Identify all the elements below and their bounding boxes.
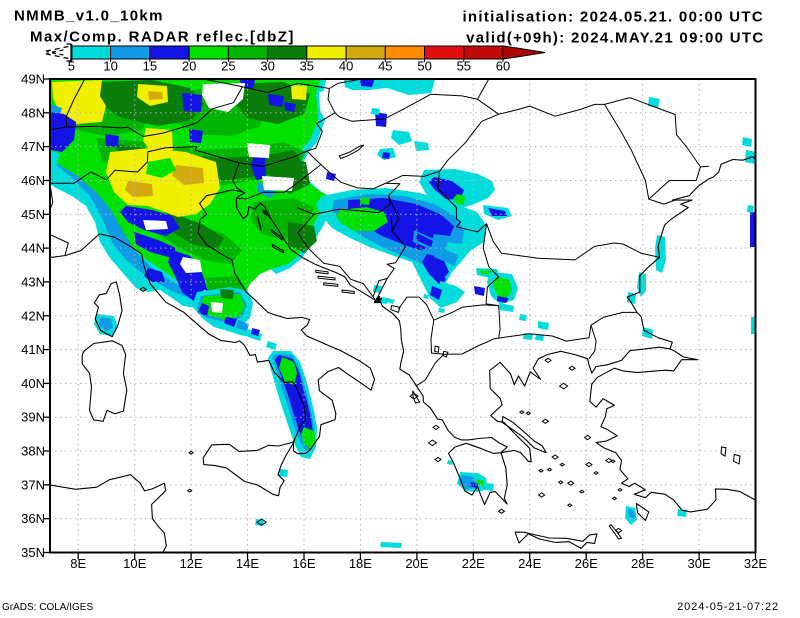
svg-text:40N: 40N (21, 376, 45, 391)
svg-text:45: 45 (378, 59, 392, 74)
svg-text:valid(+09h): 2024.MAY.21 09:00: valid(+09h): 2024.MAY.21 09:00 UTC (466, 30, 764, 47)
svg-text:18E: 18E (349, 556, 372, 571)
svg-text:2024-05-21-07:22: 2024-05-21-07:22 (677, 601, 779, 613)
svg-text:38N: 38N (21, 444, 45, 459)
svg-text:45N: 45N (21, 207, 45, 222)
svg-text:36N: 36N (21, 511, 45, 526)
svg-text:22E: 22E (462, 556, 485, 571)
svg-text:5: 5 (68, 59, 75, 74)
svg-text:46N: 46N (21, 173, 45, 188)
svg-text:GrADS: COLA/IGES: GrADS: COLA/IGES (2, 602, 93, 613)
svg-text:24E: 24E (518, 556, 541, 571)
svg-text:35N: 35N (21, 545, 45, 560)
svg-text:26E: 26E (575, 556, 598, 571)
svg-text:10E: 10E (123, 556, 146, 571)
svg-text:30: 30 (260, 59, 274, 74)
svg-text:20: 20 (182, 59, 196, 74)
svg-text:10: 10 (103, 59, 117, 74)
svg-text:32E: 32E (744, 556, 767, 571)
svg-text:39N: 39N (21, 410, 45, 425)
svg-text:42N: 42N (21, 308, 45, 323)
svg-text:40: 40 (339, 59, 353, 74)
svg-text:NMMB_v1.0_10km: NMMB_v1.0_10km (14, 8, 164, 25)
svg-text:28E: 28E (631, 556, 654, 571)
svg-text:37N: 37N (21, 477, 45, 492)
svg-text:15: 15 (143, 59, 157, 74)
svg-text:35: 35 (300, 59, 314, 74)
svg-text:25: 25 (221, 59, 235, 74)
svg-text:12E: 12E (180, 556, 203, 571)
svg-text:44N: 44N (21, 241, 45, 256)
svg-text:60: 60 (496, 59, 510, 74)
svg-text:initialisation: 2024.05.21. 00: initialisation: 2024.05.21. 00:00 UTC (462, 8, 764, 25)
svg-text:Max/Comp. RADAR reflec.[dbZ]: Max/Comp. RADAR reflec.[dbZ] (30, 29, 295, 46)
svg-text:8E: 8E (70, 556, 86, 571)
svg-text:14E: 14E (236, 556, 259, 571)
svg-text:43N: 43N (21, 274, 45, 289)
svg-text:49N: 49N (21, 72, 45, 87)
svg-text:30E: 30E (688, 556, 711, 571)
svg-text:41N: 41N (21, 342, 45, 357)
svg-text:50: 50 (417, 59, 431, 74)
svg-text:55: 55 (457, 59, 471, 74)
svg-text:16E: 16E (292, 556, 315, 571)
svg-text:47N: 47N (21, 139, 45, 154)
svg-text:20E: 20E (405, 556, 428, 571)
svg-text:48N: 48N (21, 105, 45, 120)
